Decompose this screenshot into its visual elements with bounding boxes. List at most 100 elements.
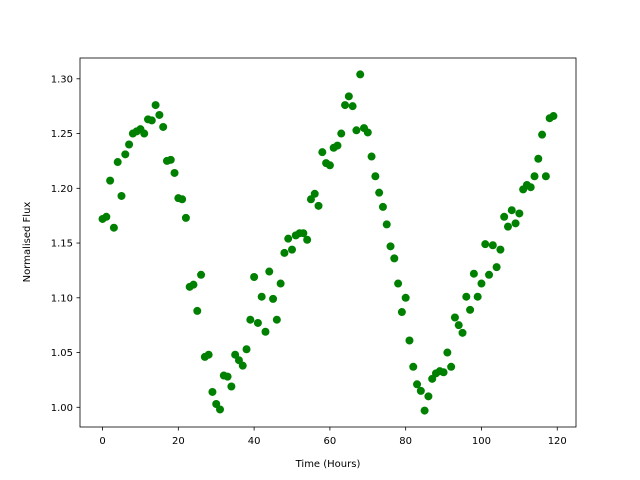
point [325, 161, 334, 170]
point [303, 235, 312, 244]
point [363, 128, 372, 137]
point [310, 189, 319, 198]
point [401, 293, 410, 302]
point [462, 292, 471, 301]
point [125, 140, 134, 149]
point [541, 172, 550, 181]
point [250, 272, 259, 281]
x-tick-label: 100 [472, 436, 491, 447]
point [454, 321, 463, 330]
point [424, 392, 433, 401]
point [378, 202, 387, 211]
y-tick-label: 1.25 [51, 129, 73, 140]
point [197, 270, 206, 279]
point [121, 150, 130, 159]
point [466, 305, 475, 314]
point [352, 126, 361, 135]
y-axis-label: Normalised Flux [22, 202, 33, 283]
point [155, 110, 164, 119]
point [409, 362, 418, 371]
point [405, 336, 414, 345]
point [348, 102, 357, 111]
point [181, 213, 190, 222]
point [299, 229, 308, 238]
point [538, 130, 547, 139]
point [458, 328, 467, 337]
point [485, 270, 494, 279]
point [413, 380, 422, 389]
point [269, 294, 278, 303]
point [242, 345, 251, 354]
point [469, 269, 478, 278]
y-tick-label: 1.15 [51, 239, 73, 250]
y-tick-label: 1.20 [51, 184, 73, 195]
point [193, 306, 202, 315]
point [443, 348, 452, 357]
point [314, 201, 323, 210]
point [284, 234, 293, 243]
point [447, 362, 456, 371]
point [333, 141, 342, 150]
point [439, 368, 448, 377]
point [515, 209, 524, 218]
axes-frame [79, 57, 577, 428]
point [511, 219, 520, 228]
point [344, 92, 353, 101]
point [178, 195, 187, 204]
point [416, 386, 425, 395]
point [496, 245, 505, 254]
point [386, 242, 395, 251]
point [394, 279, 403, 288]
point [113, 158, 122, 167]
point [189, 280, 198, 289]
x-tick-label: 80 [399, 436, 412, 447]
point [420, 406, 429, 415]
point [238, 361, 247, 370]
point [341, 101, 350, 110]
x-tick-label: 40 [248, 436, 261, 447]
point [356, 70, 365, 79]
x-tick-label: 60 [324, 436, 337, 447]
x-axis-label: Time (Hours) [295, 459, 361, 470]
x-tick-label: 20 [172, 436, 185, 447]
point [450, 313, 459, 322]
point [488, 241, 497, 250]
point [151, 101, 160, 110]
x-tick-label: 120 [548, 436, 567, 447]
point [265, 267, 274, 276]
point [253, 318, 262, 327]
y-tick-label: 1.30 [51, 74, 73, 85]
point [147, 116, 156, 125]
point [280, 248, 289, 257]
point [367, 152, 376, 161]
point [337, 129, 346, 138]
y-tick-label: 1.10 [51, 293, 73, 304]
point [390, 254, 399, 263]
y-tick-label: 1.05 [51, 348, 73, 359]
point [246, 315, 255, 324]
point [530, 172, 539, 181]
point [507, 206, 516, 215]
point [477, 279, 486, 288]
point [371, 172, 380, 181]
point [500, 212, 509, 221]
point [503, 222, 512, 231]
point [473, 292, 482, 301]
point [159, 122, 168, 131]
point [272, 315, 281, 324]
point [204, 350, 213, 359]
point [257, 292, 266, 301]
point [223, 372, 232, 381]
point [261, 327, 270, 336]
point [106, 176, 115, 185]
point [375, 188, 384, 197]
point [549, 112, 558, 121]
point [492, 263, 501, 272]
point [318, 148, 327, 157]
point [481, 240, 490, 249]
point [208, 387, 217, 396]
y-tick-label: 1.00 [51, 403, 73, 414]
point [109, 223, 118, 232]
